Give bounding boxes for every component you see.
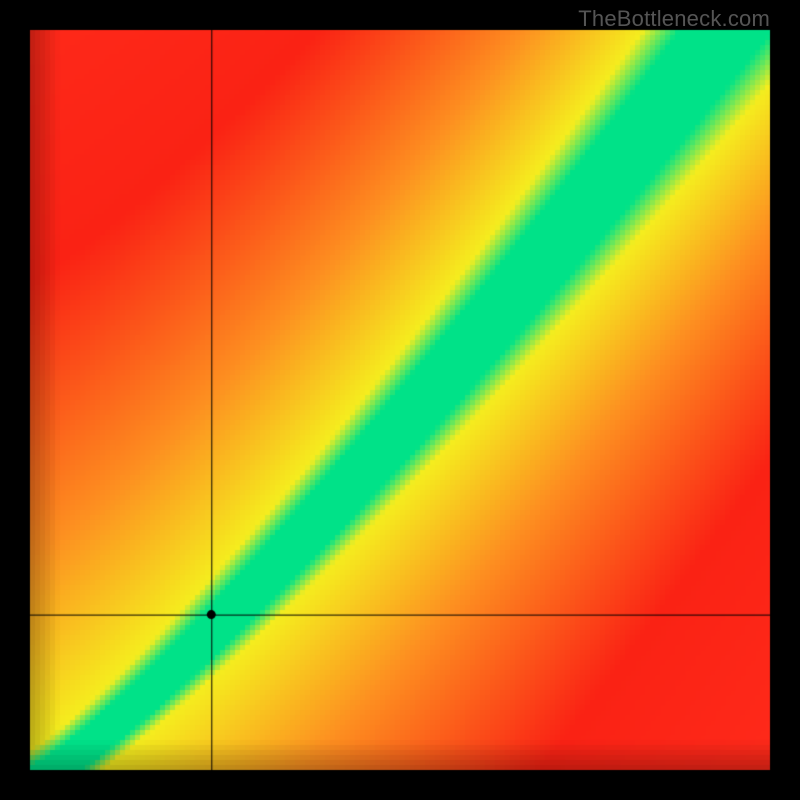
chart-container: TheBottleneck.com <box>0 0 800 800</box>
watermark-text: TheBottleneck.com <box>578 6 770 32</box>
bottleneck-heatmap <box>0 0 800 800</box>
